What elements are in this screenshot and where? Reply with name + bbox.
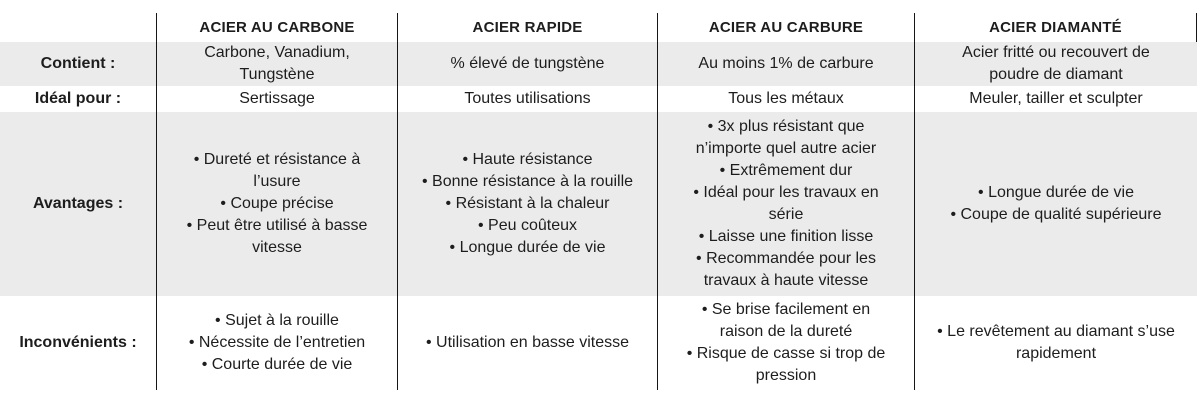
column-header-acier-diamante: ACIER DIAMANTÉ bbox=[915, 13, 1197, 42]
corner-cell bbox=[0, 13, 157, 42]
cell-ideal-pour-acier-au-carbone: Sertissage bbox=[157, 86, 398, 112]
steel-comparison-table: ACIER AU CARBONE ACIER RAPIDE ACIER AU C… bbox=[0, 13, 1197, 390]
cell-ideal-pour-acier-rapide: Toutes utilisations bbox=[398, 86, 658, 112]
cell-inconvenients-acier-au-carbure: • Se brise facilement en raison de la du… bbox=[658, 296, 915, 390]
column-header-acier-au-carbone: ACIER AU CARBONE bbox=[157, 13, 398, 42]
row-label-inconvenients: Inconvénients : bbox=[0, 296, 157, 390]
cell-avantages-acier-diamante: • Longue durée de vie • Coupe de qualité … bbox=[915, 112, 1197, 296]
cell-contient-acier-au-carbure: Au moins 1% de carbure bbox=[658, 42, 915, 86]
cell-contient-acier-au-carbone: Carbone, Vanadium, Tungstène bbox=[157, 42, 398, 86]
cell-contient-acier-diamante: Acier fritté ou recouvert de poudre de d… bbox=[915, 42, 1197, 86]
cell-inconvenients-acier-rapide: • Utilisation en basse vitesse bbox=[398, 296, 658, 390]
row-label-contient: Contient : bbox=[0, 42, 157, 86]
cell-ideal-pour-acier-au-carbure: Tous les métaux bbox=[658, 86, 915, 112]
row-label-avantages: Avantages : bbox=[0, 112, 157, 296]
column-header-acier-au-carbure: ACIER AU CARBURE bbox=[658, 13, 915, 42]
cell-avantages-acier-au-carbure: • 3x plus résistant que n’importe quel a… bbox=[658, 112, 915, 296]
column-header-acier-rapide: ACIER RAPIDE bbox=[398, 13, 658, 42]
row-label-ideal-pour: Idéal pour : bbox=[0, 86, 157, 112]
cell-avantages-acier-au-carbone: • Dureté et résistance à l’usure • Coupe … bbox=[157, 112, 398, 296]
cell-avantages-acier-rapide: • Haute résistance • Bonne résistance à l… bbox=[398, 112, 658, 296]
cell-ideal-pour-acier-diamante: Meuler, tailler et sculpter bbox=[969, 90, 1143, 107]
cell-inconvenients-acier-au-carbone: • Sujet à la rouille • Nécessite de l’ent… bbox=[157, 296, 398, 390]
cell-inconvenients-acier-diamante: • Le revêtement au diamant s’use rapidem… bbox=[937, 323, 1175, 362]
cell-contient-acier-rapide: % élevé de tungstène bbox=[398, 42, 658, 86]
